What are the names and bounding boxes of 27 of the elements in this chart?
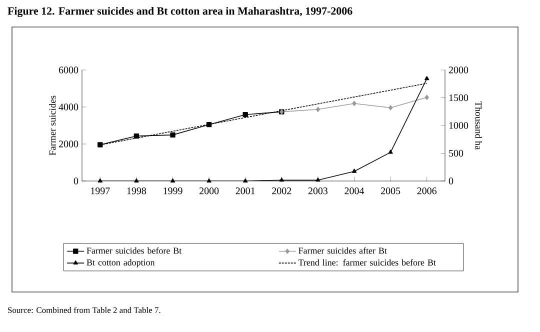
x-tick-label: 1999	[164, 188, 182, 194]
y2-tick-label: 0	[448, 178, 454, 184]
x-tick-label: 1997	[91, 188, 110, 194]
y2-tick-label: 500	[449, 150, 464, 157]
legend-label: Bt cotton adoption	[86, 259, 155, 268]
y-tick-label: 4000	[58, 104, 78, 110]
legend-label: Trend line: farmer suicides before Bt	[298, 259, 436, 266]
y-axis-title: Farmer suicides	[49, 96, 56, 156]
y2-tick-label: 1000	[449, 122, 468, 129]
x-tick-label: 2006	[417, 188, 437, 194]
chart-title: Figure 12. Farmer suicides and Bt cotton area in Maharashtra, 1997-2006	[8, 6, 352, 18]
y-tick-label: 6000	[58, 66, 78, 74]
source-note: Source: Combined from Table 2 and Table 7.	[8, 306, 160, 314]
legend-label: Farmer suicides after Bt	[298, 247, 387, 254]
y2-axis-title: Thousand ha	[475, 101, 482, 150]
y2-tick-label: 1500	[449, 94, 468, 102]
x-tick-label: 2004	[344, 188, 364, 194]
x-tick-label: 2002	[272, 188, 292, 194]
x-tick-label: 2000	[200, 188, 219, 194]
x-tick-label: 2001	[236, 188, 255, 194]
y-tick-label: 0	[74, 178, 78, 184]
x-tick-label: 2005	[381, 188, 400, 194]
y-tick-label: 2000	[58, 140, 78, 148]
legend-label: Farmer suicides before Bt	[86, 247, 182, 254]
x-tick-label: 2003	[308, 188, 328, 194]
y2-tick-label: 2000	[448, 66, 468, 74]
x-tick-label: 1998	[127, 188, 146, 194]
